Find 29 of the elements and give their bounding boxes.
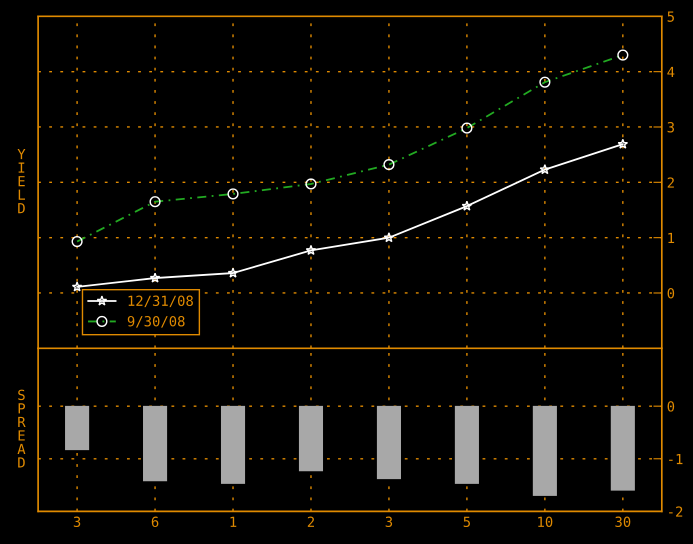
y-tick-label: 0	[668, 401, 674, 412]
y-tick-label: 0	[668, 288, 674, 298]
legend-label: 12/31/08	[128, 296, 193, 308]
x-tick-label: 30	[615, 516, 630, 528]
point	[150, 272, 160, 283]
y-tick-label: 2	[668, 177, 674, 188]
x-tick-label: 10	[538, 516, 552, 528]
point	[618, 138, 628, 149]
y-tick-label: -2	[669, 506, 682, 517]
point	[228, 268, 238, 278]
x-tick-label: 3	[74, 516, 80, 528]
point	[462, 200, 472, 211]
legend-label: 9/30/08	[128, 316, 185, 328]
y-tick-label: 5	[668, 12, 674, 22]
x-tick-label: 3	[386, 516, 392, 528]
y-tick-label: -1	[669, 454, 682, 464]
x-tick-label: 1	[230, 516, 236, 527]
y-tick-label: 3	[668, 122, 674, 132]
y-axis-title: YIELD	[18, 149, 26, 214]
y-axis-title: SPREAD	[18, 390, 26, 468]
y-tick-label: 1	[668, 232, 674, 243]
x-tick-label: 2	[308, 516, 314, 527]
point	[540, 164, 550, 174]
point	[72, 281, 82, 292]
point	[384, 232, 394, 242]
x-tick-label: 6	[152, 516, 158, 528]
y-tick-label: 4	[667, 66, 674, 77]
point	[306, 244, 316, 256]
x-tick-label: 5	[464, 516, 470, 528]
